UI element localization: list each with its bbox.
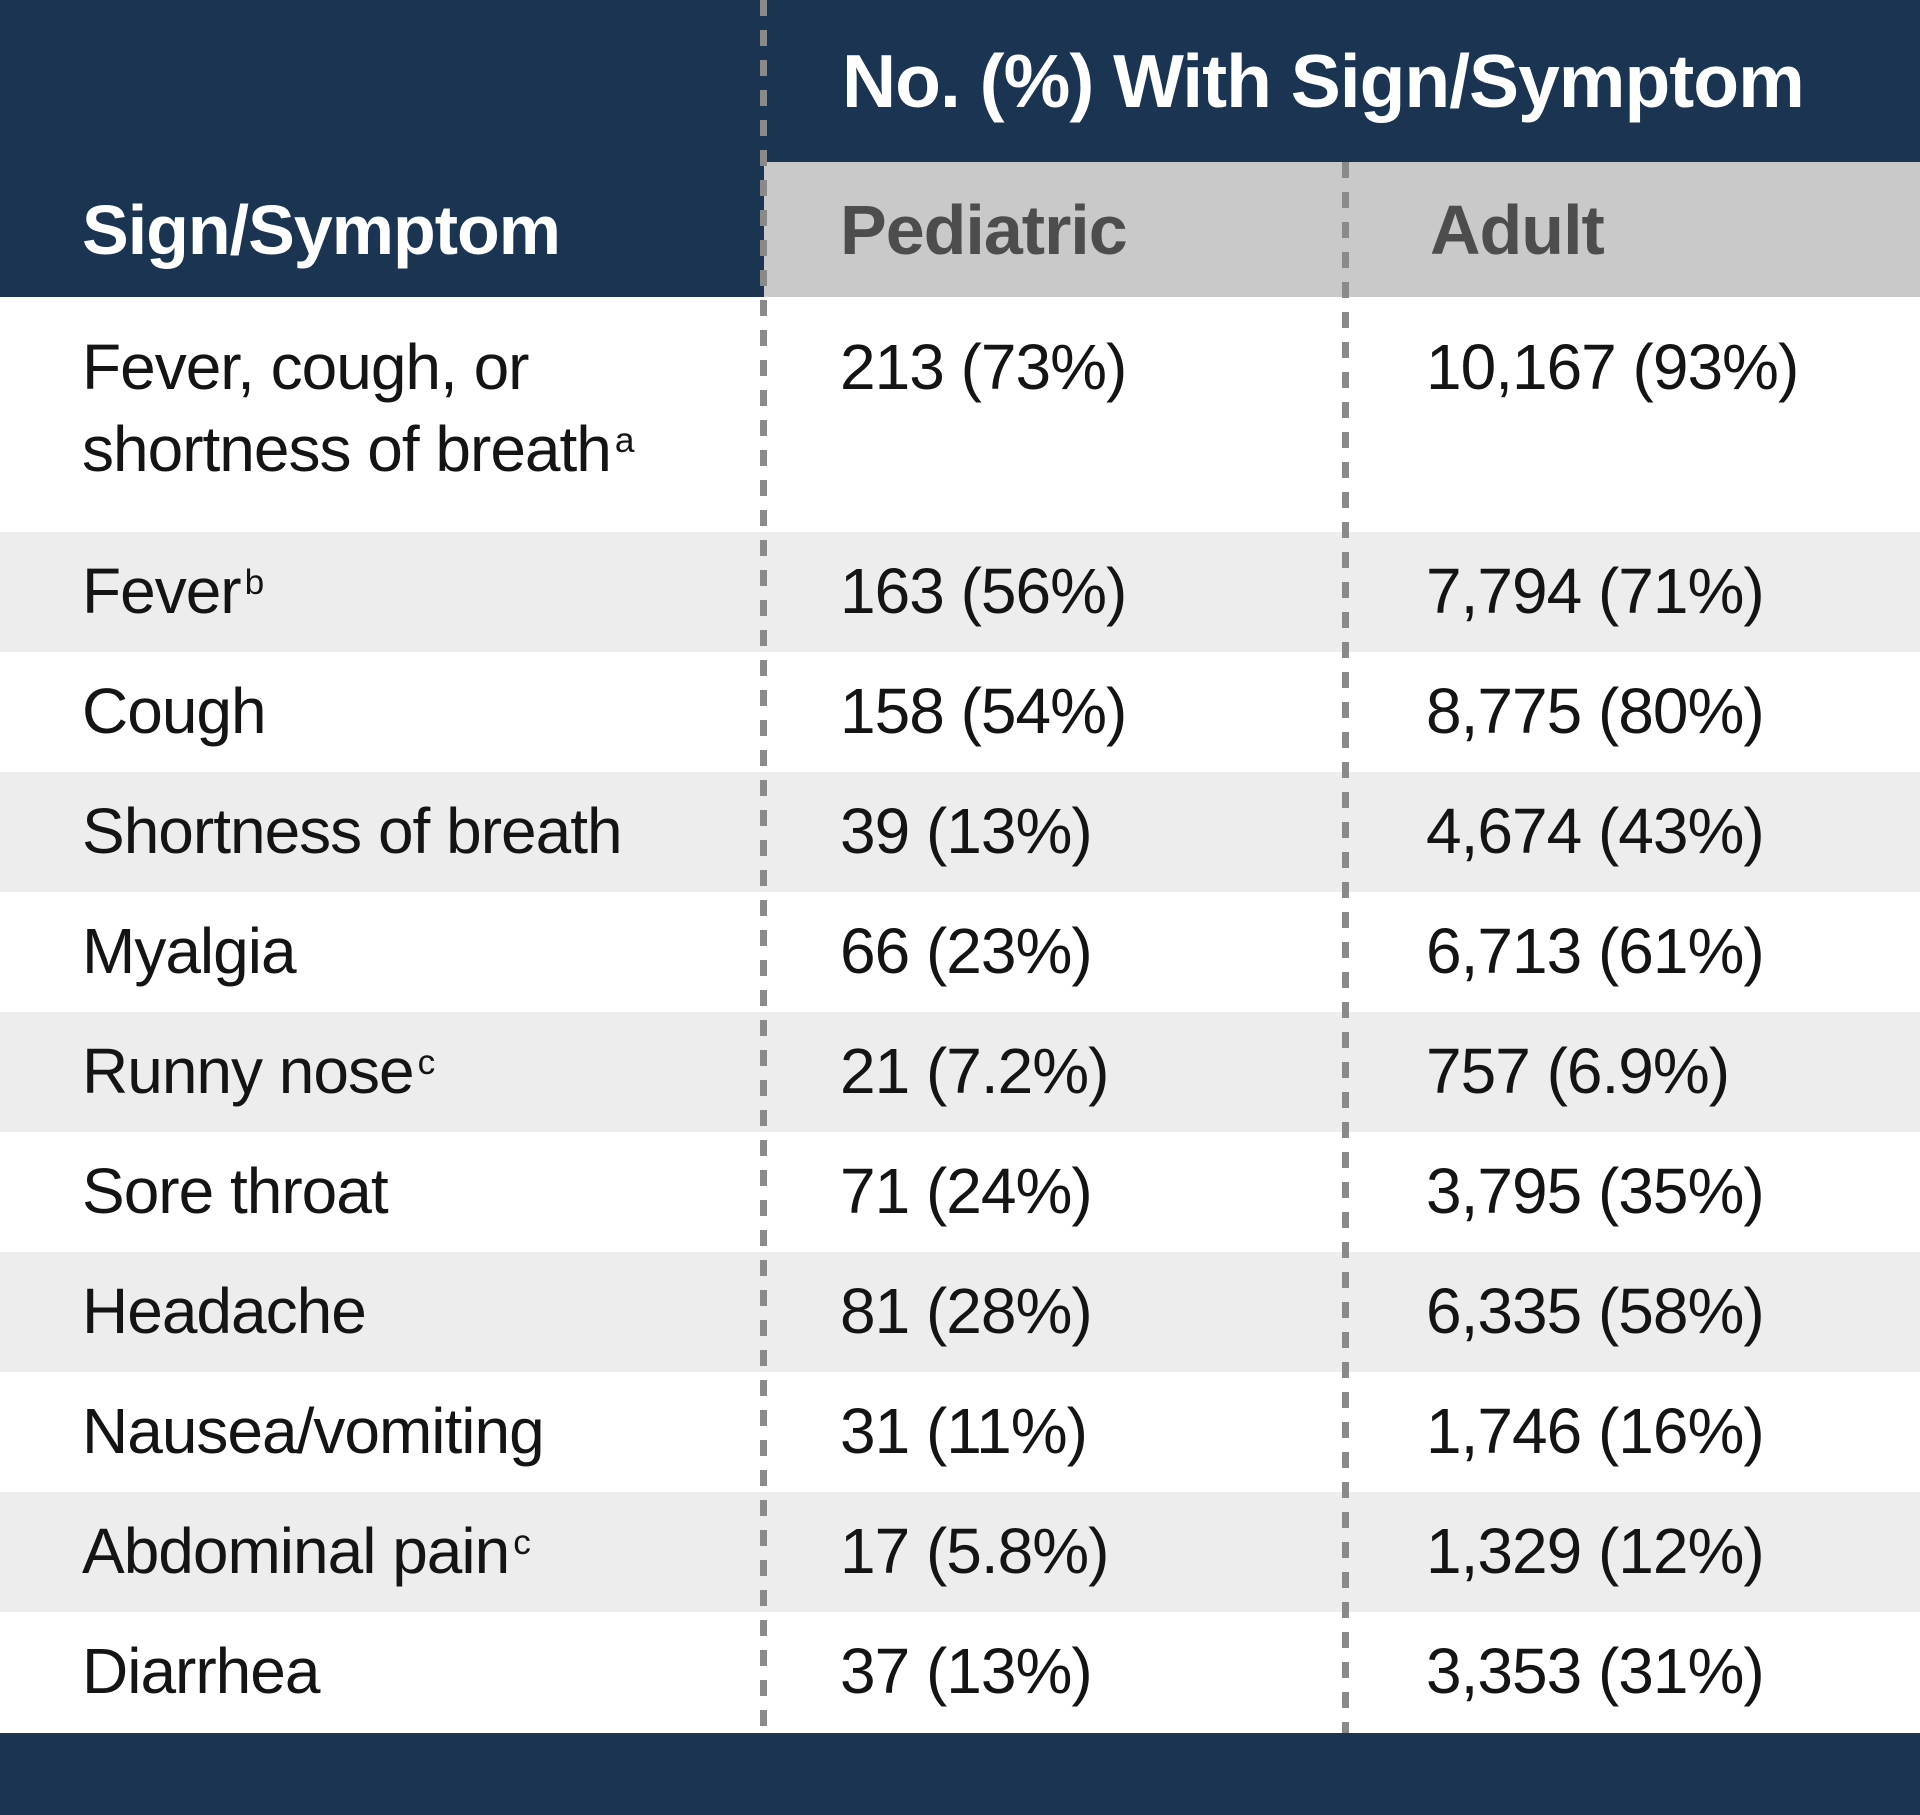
sign-symptom-cell: Shortness of breath [0,772,764,892]
table-header-bar: No. (%) With Sign/Symptom [0,0,1920,162]
sign-symptom-label: Runny nose [82,1035,415,1108]
sign-symptom-label: Myalgia [82,915,297,988]
sign-symptom-cell: Myalgia [0,892,764,1012]
pediatric-value-cell: 71 (24%) [764,1132,1346,1252]
dashed-column-divider [1342,162,1349,1733]
column-header-adult: Adult [1430,190,1605,269]
pediatric-value: 158 (54%) [840,675,1127,748]
footnote-marker: a [614,420,635,460]
pediatric-value-cell: 39 (13%) [764,772,1346,892]
table-title: No. (%) With Sign/Symptom [842,39,1805,123]
adult-value-cell: 4,674 (43%) [1346,772,1920,892]
adult-value-cell: 3,795 (35%) [1346,1132,1920,1252]
adult-value: 3,795 (35%) [1426,1155,1765,1228]
adult-value-cell: 757 (6.9%) [1346,1012,1920,1132]
table-row: Sore throat 71 (24%) 3,795 (35%) [0,1132,1920,1252]
adult-value: 757 (6.9%) [1426,1035,1730,1108]
sign-symptom-label: Shortness of breath [82,795,623,868]
sign-symptom-label: Fever, cough, or shortness of breath [82,331,612,485]
pediatric-value-cell: 213 (73%) [764,297,1346,532]
table-row: Myalgia 66 (23%) 6,713 (61%) [0,892,1920,1012]
pediatric-value: 71 (24%) [840,1155,1093,1228]
pediatric-value: 31 (11%) [840,1395,1088,1468]
column-header-sign-symptom-cell: Sign/Symptom [0,162,764,297]
adult-value: 6,713 (61%) [1426,915,1765,988]
table-row: Fever b 163 (56%) 7,794 (71%) [0,532,1920,652]
column-header-band: Sign/Symptom Pediatric Adult [0,162,1920,297]
pediatric-value-cell: 21 (7.2%) [764,1012,1346,1132]
pediatric-value: 163 (56%) [840,555,1127,628]
adult-value-cell: 7,794 (71%) [1346,532,1920,652]
pediatric-value: 39 (13%) [840,795,1093,868]
column-header-pediatric: Pediatric [840,190,1128,269]
dashed-column-divider [760,0,767,1733]
adult-value: 10,167 (93%) [1426,331,1799,403]
pediatric-value-cell: 158 (54%) [764,652,1346,772]
sign-symptom-cell: Cough [0,652,764,772]
sign-symptom-label: Fever [82,555,242,628]
sign-symptom-cell: Nausea/vomiting [0,1372,764,1492]
sign-symptom-label: Abdominal pain [82,1515,510,1588]
sign-symptom-cell: Sore throat [0,1132,764,1252]
sign-symptom-cell: Headache [0,1252,764,1372]
footnote-marker: b [244,562,265,602]
adult-value: 8,775 (80%) [1426,675,1765,748]
adult-value-cell: 6,713 (61%) [1346,892,1920,1012]
pediatric-value-cell: 163 (56%) [764,532,1346,652]
pediatric-value-cell: 31 (11%) [764,1372,1346,1492]
table-row: Abdominal pain c 17 (5.8%) 1,329 (12%) [0,1492,1920,1612]
sign-symptom-cell: Diarrhea [0,1612,764,1732]
sign-symptom-label: Cough [82,675,267,748]
pediatric-value-cell: 37 (13%) [764,1612,1346,1732]
sign-symptom-label: Diarrhea [82,1635,320,1708]
pediatric-value: 66 (23%) [840,915,1093,988]
table-row: Runny nose c 21 (7.2%) 757 (6.9%) [0,1012,1920,1132]
adult-value: 7,794 (71%) [1426,555,1765,628]
sign-symptom-cell: Abdominal pain c [0,1492,764,1612]
sign-symptom-cell: Fever, cough, or shortness of breath a [0,297,764,532]
adult-value-cell: 1,329 (12%) [1346,1492,1920,1612]
pediatric-value: 37 (13%) [840,1635,1093,1708]
sign-symptom-cell: Runny nose c [0,1012,764,1132]
sign-symptom-cell: Fever b [0,532,764,652]
sign-symptom-label: Headache [82,1275,367,1348]
pediatric-value: 213 (73%) [840,331,1127,403]
table-row: Nausea/vomiting 31 (11%) 1,746 (16%) [0,1372,1920,1492]
table-row: Fever, cough, or shortness of breath a 21… [0,297,1920,532]
adult-value-cell: 6,335 (58%) [1346,1252,1920,1372]
pediatric-value-cell: 66 (23%) [764,892,1346,1012]
table-footer-bar [0,1733,1920,1815]
pediatric-value: 21 (7.2%) [840,1035,1109,1108]
table-row: Shortness of breath 39 (13%) 4,674 (43%) [0,772,1920,892]
table-row: Headache 81 (28%) 6,335 (58%) [0,1252,1920,1372]
adult-value: 1,746 (16%) [1426,1395,1765,1468]
pediatric-value-cell: 17 (5.8%) [764,1492,1346,1612]
adult-value: 6,335 (58%) [1426,1275,1765,1348]
footnote-marker: c [513,1522,531,1562]
adult-value: 1,329 (12%) [1426,1515,1765,1588]
table-row: Diarrhea 37 (13%) 3,353 (31%) [0,1612,1920,1732]
adult-value-cell: 1,746 (16%) [1346,1372,1920,1492]
sign-symptom-label: Sore throat [82,1155,389,1228]
pediatric-value-cell: 81 (28%) [764,1252,1346,1372]
table-row: Cough 158 (54%) 8,775 (80%) [0,652,1920,772]
adult-value: 4,674 (43%) [1426,795,1765,868]
pediatric-value: 17 (5.8%) [840,1515,1109,1588]
adult-value-cell: 10,167 (93%) [1346,297,1920,532]
pediatric-value: 81 (28%) [840,1275,1093,1348]
sign-symptom-label: Nausea/vomiting [82,1395,545,1468]
footnote-marker: c [417,1042,436,1082]
column-header-sign-symptom: Sign/Symptom [82,190,561,269]
adult-value: 3,353 (31%) [1426,1635,1765,1708]
adult-value-cell: 3,353 (31%) [1346,1612,1920,1732]
table-body: Fever, cough, or shortness of breath a 21… [0,297,1920,1732]
adult-value-cell: 8,775 (80%) [1346,652,1920,772]
